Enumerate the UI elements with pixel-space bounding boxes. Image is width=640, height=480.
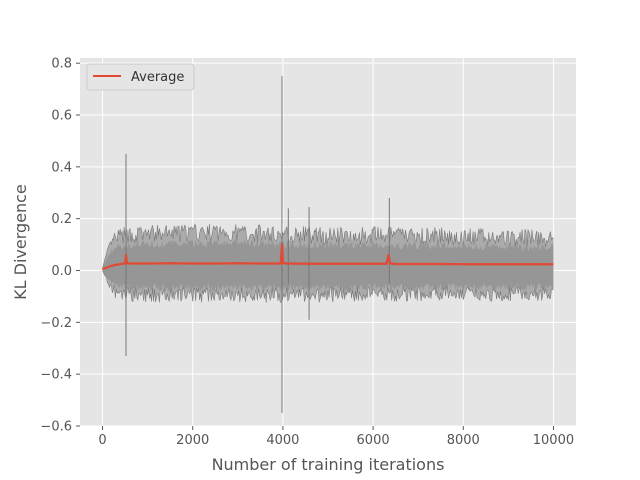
legend-label-average: Average <box>131 70 184 85</box>
y-tick-label: 0.0 <box>51 264 72 279</box>
legend-box <box>86 63 195 91</box>
x-tick-label: 10000 <box>533 433 574 448</box>
x-axis-label: Number of training iterations <box>212 455 445 474</box>
y-axis-ticks: −0.6 −0.4 −0.2 0.0 0.2 0.4 0.6 0.8 <box>40 57 80 435</box>
band-edge-lower <box>102 270 554 303</box>
y-axis-label: KL Divergence <box>11 184 30 300</box>
y-tick-label: 0.6 <box>51 109 72 124</box>
x-tick-label: 2000 <box>176 433 209 448</box>
legend: Average <box>86 63 195 91</box>
x-tick-label: 6000 <box>357 433 390 448</box>
x-tick-label: 0 <box>98 433 106 448</box>
x-tick-label: 8000 <box>447 433 480 448</box>
y-tick-label: −0.2 <box>40 316 72 331</box>
x-tick-label: 4000 <box>266 433 299 448</box>
y-tick-label: 0.4 <box>51 160 72 175</box>
y-tick-label: 0.8 <box>51 57 72 72</box>
x-axis-ticks: 0 2000 4000 6000 8000 10000 <box>98 426 574 448</box>
band-edge-upper <box>102 223 554 268</box>
y-tick-label: −0.4 <box>40 368 72 383</box>
y-tick-label: −0.6 <box>40 420 72 435</box>
series-line-average <box>102 243 554 271</box>
y-tick-label: 0.2 <box>51 212 72 227</box>
series-layer <box>102 243 554 271</box>
band-inner <box>102 239 554 292</box>
